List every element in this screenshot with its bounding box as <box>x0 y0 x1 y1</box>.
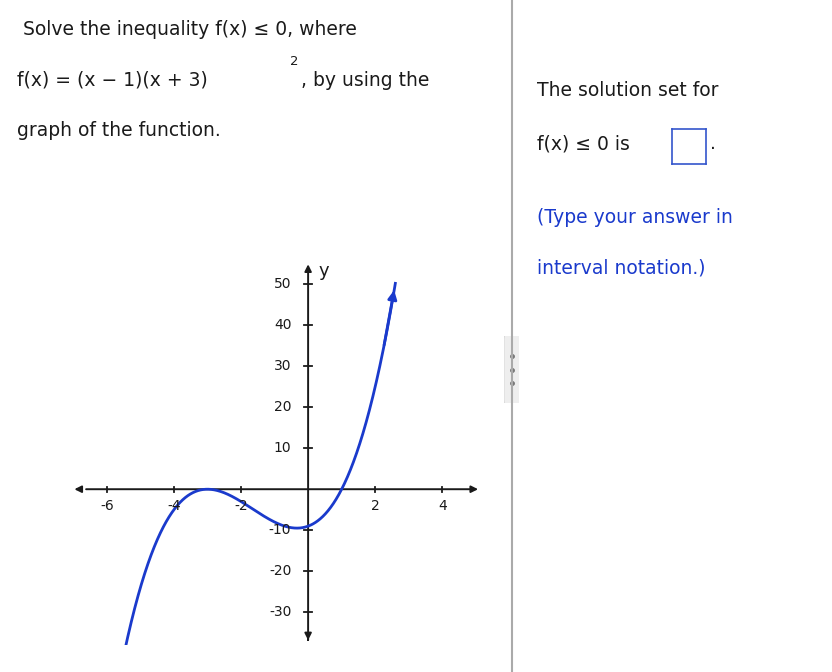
Text: y: y <box>318 261 329 280</box>
Text: graph of the function.: graph of the function. <box>17 121 220 140</box>
Text: Solve the inequality f(x) ≤ 0, where: Solve the inequality f(x) ≤ 0, where <box>17 20 357 39</box>
FancyBboxPatch shape <box>503 333 520 407</box>
Text: -4: -4 <box>167 499 181 513</box>
Text: 20: 20 <box>274 400 291 414</box>
Text: 4: 4 <box>438 499 447 513</box>
Text: 50: 50 <box>274 277 291 291</box>
Text: -10: -10 <box>269 523 291 537</box>
Text: -2: -2 <box>234 499 248 513</box>
Text: -6: -6 <box>100 499 114 513</box>
Text: 10: 10 <box>274 442 291 455</box>
Text: 2: 2 <box>290 55 298 68</box>
Text: f(x) = (x − 1)(x + 3): f(x) = (x − 1)(x + 3) <box>17 71 207 89</box>
Text: 30: 30 <box>274 359 291 373</box>
Text: interval notation.): interval notation.) <box>537 259 706 278</box>
Text: -20: -20 <box>269 564 291 579</box>
Text: .: . <box>710 134 716 153</box>
Text: The solution set for: The solution set for <box>537 81 718 99</box>
Text: , by using the: , by using the <box>301 71 429 89</box>
Text: 40: 40 <box>274 318 291 332</box>
Text: (Type your answer in: (Type your answer in <box>537 208 732 227</box>
Text: -30: -30 <box>269 605 291 620</box>
Text: 2: 2 <box>371 499 379 513</box>
Text: f(x) ≤ 0 is: f(x) ≤ 0 is <box>537 134 630 153</box>
